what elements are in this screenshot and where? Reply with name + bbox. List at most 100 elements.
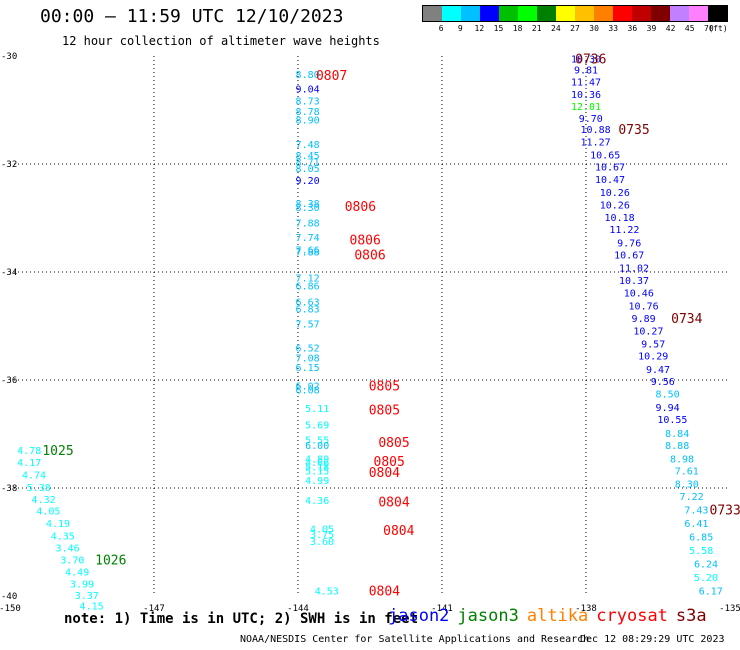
wave-height-point: 8.50	[656, 390, 680, 401]
wave-height-point: 6.15	[296, 363, 320, 374]
pass-time-label: 0804	[378, 496, 409, 511]
wave-height-point: 10.30	[571, 55, 601, 66]
wave-height-point: 5.58	[689, 546, 713, 557]
wave-height-point: 9.04	[296, 84, 320, 95]
color-scale-label: 30	[589, 24, 599, 33]
y-tick-label: -40	[1, 592, 17, 602]
wave-height-point: 6.00	[305, 441, 329, 452]
color-swatch	[632, 6, 651, 21]
wave-height-point: 8.30	[296, 203, 320, 214]
wave-height-point: 7.12	[296, 273, 320, 284]
x-tick-label: -135	[719, 604, 740, 614]
wave-height-point: 11.02	[619, 264, 649, 275]
wave-height-point: 11.47	[571, 77, 601, 88]
y-tick-label: -32	[1, 160, 17, 170]
wave-height-point: 10.76	[629, 301, 659, 312]
pass-time-label: 0804	[369, 585, 400, 600]
wave-height-point: 7.08	[296, 353, 320, 364]
wave-height-point: 4.15	[80, 602, 104, 613]
wave-height-point: 6.02	[296, 381, 320, 392]
wave-height-point: 7.61	[675, 467, 699, 478]
pass-time-label: 0733	[710, 504, 740, 519]
wave-height-point: 5.55	[305, 435, 329, 446]
wave-height-point: 5.69	[305, 420, 329, 431]
wave-height-point: 10.26	[600, 188, 630, 199]
wave-height-point: 10.27	[633, 326, 663, 337]
color-scale-label: 18	[512, 24, 523, 33]
wave-height-point: 7.22	[680, 492, 704, 503]
wave-height-point: 8.45	[296, 151, 320, 162]
wave-height-point: 8.84	[665, 429, 689, 440]
wave-height-point: 5.18	[305, 462, 329, 473]
wave-height-point: 7.74	[296, 233, 320, 244]
wave-height-point: 3.70	[60, 555, 84, 566]
color-swatch	[670, 6, 689, 21]
color-scale-labels: 6 9 12 15 18 21 24 27 30 33 36 39 42 45 70 (ft)	[422, 22, 728, 36]
wave-height-point: 9.57	[641, 339, 665, 350]
wave-height-point: 8.98	[670, 454, 694, 465]
color-scale-label: 42	[665, 24, 676, 33]
wave-height-point: 6.41	[684, 519, 708, 530]
wave-height-point: 8.90	[296, 116, 320, 127]
wave-height-point: 9.56	[651, 377, 675, 388]
color-scale-unit: (ft)	[708, 24, 728, 33]
color-swatch	[499, 6, 518, 21]
color-swatch	[518, 6, 537, 21]
satellite-legend-item: altika	[526, 606, 589, 626]
color-swatch	[461, 6, 480, 21]
wave-height-point: 10.55	[657, 415, 687, 426]
wave-height-point: 4.35	[51, 532, 75, 543]
color-scale-label: 33	[608, 24, 619, 33]
color-scale-label: 27	[570, 24, 580, 33]
wave-height-point: 10.36	[571, 90, 601, 101]
footer-credit: NOAA/NESDIS Center for Satellite Applica…	[240, 634, 590, 645]
wave-height-point: 9.89	[632, 314, 656, 325]
x-tick-label: -141	[431, 604, 453, 614]
color-scale-label: 15	[493, 24, 504, 33]
color-scale-label: 12	[474, 24, 485, 33]
wave-height-point: 5.11	[305, 404, 329, 415]
pass-time-label: 0806	[350, 234, 381, 249]
wave-height-point: 9.94	[656, 403, 680, 414]
wave-height-point: 10.47	[595, 175, 625, 186]
y-tick-label: -30	[1, 52, 17, 62]
wave-height-point: 4.74	[22, 471, 46, 482]
wave-height-point: 8.71	[296, 157, 320, 168]
wave-height-point: 7.88	[296, 218, 320, 229]
wave-height-point: 6.08	[296, 386, 320, 397]
satellite-legend-item: s3a	[675, 606, 707, 626]
pass-time-label: 0804	[383, 524, 414, 539]
color-swatch	[442, 6, 461, 21]
wave-height-point: 8.30	[675, 480, 699, 491]
wave-height-point: 7.88	[296, 247, 320, 258]
pass-time-label: 0805	[378, 436, 409, 451]
wave-height-point: 7.48	[296, 140, 320, 151]
wave-height-point: 12.01	[571, 102, 601, 113]
color-swatch	[594, 6, 613, 21]
wave-height-point: 10.46	[624, 289, 654, 300]
color-swatch	[689, 6, 708, 21]
wave-height-point: 10.29	[638, 352, 668, 363]
wave-height-point: 4.05	[310, 525, 334, 536]
pass-time-label: 0735	[618, 123, 649, 138]
color-scale-label: 9	[457, 24, 463, 33]
color-swatch	[556, 6, 575, 21]
wave-height-point: 4.53	[315, 587, 339, 598]
wave-height-point: 4.36	[305, 496, 329, 507]
wave-height-point: 8.05	[296, 164, 320, 175]
wave-height-point: 8.73	[296, 96, 320, 107]
wave-height-point: 5.15	[305, 467, 329, 478]
pass-time-label: 0805	[369, 379, 400, 394]
note-text: note: 1) Time is in UTC; 2) SWH is in fe…	[64, 611, 419, 627]
color-swatch	[537, 6, 556, 21]
satellite-legend-item: cryosat	[596, 606, 668, 626]
wave-height-point: 11.27	[581, 137, 611, 148]
wave-height-point: 10.18	[605, 213, 635, 224]
wave-height-point: 4.17	[17, 458, 41, 469]
x-tick-label: -138	[575, 604, 597, 614]
wave-height-point: 10.67	[614, 251, 644, 262]
wave-height-point: 6.83	[296, 305, 320, 316]
color-swatch	[423, 6, 442, 21]
wave-height-point: 3.75	[310, 530, 334, 541]
wave-height-point: 5.20	[694, 573, 718, 584]
